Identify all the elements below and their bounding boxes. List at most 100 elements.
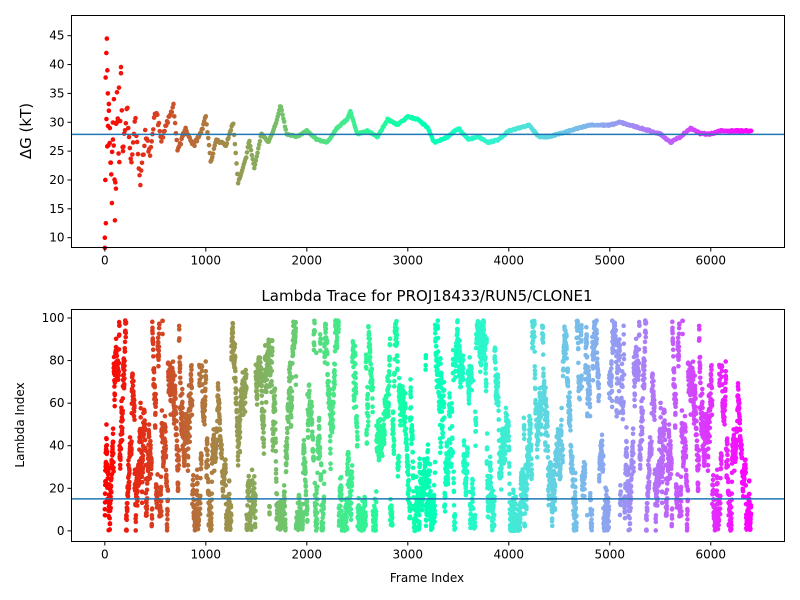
lambda-point (365, 396, 370, 402)
lambda-point (283, 469, 289, 474)
lambda-point (391, 384, 397, 389)
lambda-point (381, 422, 387, 427)
lambda-point (432, 330, 438, 336)
lambda-point (189, 385, 195, 391)
lambda-point (417, 456, 422, 461)
lambda-point (131, 389, 136, 394)
lambda-point (380, 453, 385, 458)
delta-g-point (139, 160, 145, 166)
lambda-point (441, 393, 446, 398)
lambda-point (328, 461, 333, 466)
lambda-point (198, 493, 203, 499)
lambda-point (416, 503, 421, 508)
lambda-point (309, 420, 315, 425)
lambda-point (146, 434, 152, 439)
lambda-point (349, 469, 355, 475)
lambda-point (139, 489, 145, 495)
lambda-point (445, 476, 451, 482)
lambda-point (153, 410, 158, 416)
lambda-point (478, 359, 484, 365)
lambda-point (467, 355, 473, 360)
lambda-point (441, 379, 447, 385)
lambda-point (417, 461, 423, 467)
lambda-point (180, 405, 185, 411)
lambda-point (122, 367, 127, 373)
lambda-point (427, 468, 433, 474)
lambda-point (249, 523, 254, 529)
lambda-point (465, 446, 470, 452)
lambda-point (334, 343, 340, 349)
lambda-point (367, 347, 373, 353)
delta-g-point (149, 139, 154, 144)
lambda-point (175, 481, 181, 486)
lambda-point (453, 374, 458, 380)
lambda-point (439, 409, 445, 414)
lambda-point (233, 375, 238, 381)
lambda-point (217, 421, 223, 426)
lambda-point (199, 364, 205, 369)
lambda-point (174, 426, 179, 432)
lambda-point (289, 375, 295, 380)
lambda-point (323, 326, 329, 331)
lambda-point (419, 507, 425, 513)
lambda-point (408, 385, 414, 390)
lambda-point (390, 409, 396, 414)
lambda-point (463, 488, 469, 494)
delta-g-point (172, 114, 177, 119)
lambda-point (317, 435, 322, 441)
delta-g-point (174, 137, 180, 143)
lambda-point (281, 483, 287, 488)
lambda-point (158, 492, 164, 497)
lambda-point (110, 431, 116, 437)
lambda-point (325, 371, 330, 377)
lambda-point (261, 430, 266, 435)
lambda-point (202, 414, 207, 420)
delta-g-point (138, 182, 143, 188)
delta-g-point (210, 151, 216, 156)
lambda-point (377, 416, 383, 422)
lambda-point (321, 481, 327, 487)
lambda-point (492, 498, 497, 504)
lambda-point (116, 332, 122, 337)
lambda-point (187, 439, 193, 445)
lambda-point (336, 326, 341, 332)
lambda-point (408, 394, 414, 400)
lambda-point (363, 359, 369, 365)
delta-g-point (151, 127, 156, 132)
lambda-point (431, 492, 437, 498)
lambda-point (139, 479, 145, 485)
lambda-point (311, 342, 317, 348)
delta-g-point (116, 85, 122, 90)
lambda-point (270, 443, 276, 449)
lambda-point (251, 485, 257, 491)
lambda-point (435, 325, 441, 331)
lambda-point (155, 472, 160, 477)
delta-g-point (232, 141, 238, 147)
lambda-point (188, 391, 193, 396)
lambda-point (496, 427, 502, 433)
lambda-point (491, 523, 497, 528)
lambda-point (369, 377, 375, 383)
lambda-point (438, 444, 444, 450)
lambda-point (124, 506, 130, 511)
lambda-point (391, 451, 397, 457)
delta-g-point (209, 154, 215, 160)
lambda-point (117, 462, 123, 468)
lambda-point (300, 514, 306, 520)
delta-g-point (135, 151, 141, 157)
lambda-point (261, 423, 267, 428)
lambda-point (274, 491, 280, 497)
lambda-point (165, 517, 170, 522)
delta-g-y-tick-label: 35 (49, 86, 64, 100)
lambda-point (502, 458, 508, 464)
lambda-point (392, 370, 397, 376)
lambda-point (464, 475, 469, 481)
lambda-point (202, 402, 208, 407)
lambda-point (161, 459, 167, 465)
delta-g-point (192, 143, 197, 149)
delta-g-panel: 0 1000 2000 3000 4000 5000 6000 10152025303540… (17, 15, 785, 268)
lambda-point (125, 489, 131, 495)
lambda-point (223, 457, 228, 462)
lambda-point (311, 454, 316, 460)
lambda-point (142, 437, 148, 443)
